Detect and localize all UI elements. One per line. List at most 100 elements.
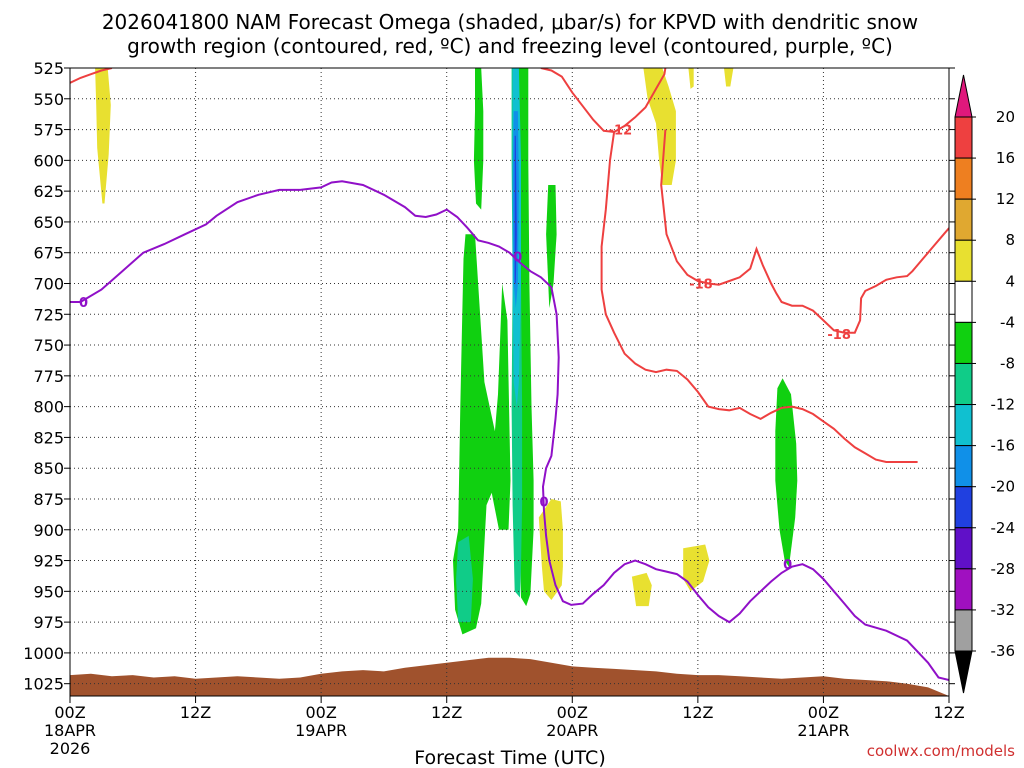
y-tick-label-825: 825: [33, 428, 64, 447]
colorbar-label-11: -28: [991, 560, 1016, 578]
terrain: [70, 657, 949, 696]
y-axis: 525 550 575 600 625 650 675 700 725 750 775 800 825 8…: [23, 59, 955, 694]
colorbar-label-0: 20: [996, 108, 1015, 126]
y-tick-label-700: 700: [33, 274, 64, 293]
x-tick-label-4: 00Z: [557, 703, 588, 722]
y-tick-label-925: 925: [33, 552, 64, 571]
credit-text: coolwx.com/models: [867, 742, 1015, 760]
colorbar-label-7: -12: [991, 396, 1016, 414]
freezing-level-label-0: 0: [79, 296, 88, 311]
freezing-level-line: [70, 180, 949, 681]
colorbar-bin-12: [954, 609, 973, 652]
colorbar-bin-9: [954, 486, 973, 529]
y-tick-label-675: 675: [33, 244, 64, 263]
y-tick-label-525: 525: [33, 59, 64, 78]
x-tick-date-6: 21APR: [797, 721, 849, 740]
colorbar-label-12: -32: [991, 601, 1016, 619]
colorbar: 20 16 12 8 4 -4 -8 -12 -16 -20 -24 -28 -32 -36: [954, 74, 1016, 694]
x-tick-label-3: 12Z: [431, 703, 462, 722]
x-tick-date-0: 18APR: [44, 721, 96, 740]
contour-lines: -12 -18 -18 0 0 0 0: [70, 68, 949, 681]
colorbar-bin-5: [954, 321, 973, 364]
freezing-level-inset-label: 0: [540, 496, 549, 511]
omega-patch-6: [683, 544, 710, 592]
y-tick-label-975: 975: [33, 613, 64, 632]
colorbar-bin-6: [954, 362, 973, 406]
colorbar-label-6: -8: [1000, 354, 1015, 372]
omega-patch-11: [775, 378, 798, 567]
colorbar-label-13: -36: [991, 642, 1016, 660]
y-tick-label-850: 850: [33, 459, 64, 478]
dgz-contour-label-1: -12: [609, 124, 633, 139]
colorbar-label-4: 4: [1005, 272, 1015, 290]
colorbar-bin-0: [954, 116, 973, 159]
colorbar-over-triangle: [954, 74, 973, 118]
y-tick-label-575: 575: [33, 121, 64, 140]
x-tick-label-2: 00Z: [305, 703, 336, 722]
y-tick-label-1025: 1025: [23, 675, 64, 694]
omega-patch-3: [724, 68, 734, 87]
colorbar-bin-3: [954, 239, 973, 282]
colorbar-under-triangle: [954, 650, 973, 694]
x-tick-label-7: 12Z: [933, 703, 964, 722]
omega-patch-7: [473, 68, 484, 210]
colorbar-bin-4: [954, 280, 973, 323]
x-tick-label-6: 00Z: [808, 703, 839, 722]
plot-area: -12 -18 -18 0 0 0 0: [70, 68, 949, 696]
x-tick-label-0: 00Z: [54, 703, 85, 722]
y-tick-label-800: 800: [33, 398, 64, 417]
y-tick-label-750: 750: [33, 336, 64, 355]
omega-patch-13: [456, 535, 473, 623]
omega-patch-10: [453, 234, 511, 635]
y-tick-label-1000: 1000: [23, 644, 64, 663]
dgz-contour-label-700: -18: [689, 277, 713, 292]
colorbar-bin-10: [954, 527, 973, 570]
plot-frame: [69, 67, 950, 697]
colorbar-bin-8: [954, 445, 973, 488]
colorbar-label-5: -4: [1000, 313, 1015, 331]
y-tick-label-600: 600: [33, 151, 64, 170]
chart-title: 2026041800 NAM Forecast Omega (shaded, μ…: [102, 10, 918, 58]
x-tick-date-4: 20APR: [546, 721, 598, 740]
dgz-contour-2: [600, 131, 918, 463]
chart-title-line1: 2026041800 NAM Forecast Omega (shaded, μ…: [102, 10, 918, 34]
dgz-contour-label-3: -18: [827, 328, 851, 343]
y-tick-label-725: 725: [33, 305, 64, 324]
freezing-level-label-1: 0: [513, 250, 522, 265]
x-tick-label-1: 12Z: [180, 703, 211, 722]
colorbar-label-3: 8: [1005, 231, 1015, 249]
colorbar-label-10: -24: [991, 519, 1016, 537]
colorbar-bin-7: [954, 404, 973, 447]
omega-patch-5: [631, 572, 652, 607]
chart-title-line2: growth region (contoured, red, ºC) and f…: [127, 34, 893, 58]
omega-patch-16: [514, 135, 517, 284]
x-tick-year-0: 2026: [50, 739, 91, 758]
colorbar-label-2: 12: [996, 190, 1015, 208]
x-tick-date-2: 19APR: [295, 721, 347, 740]
y-tick-label-900: 900: [33, 521, 64, 540]
grid: [70, 68, 949, 696]
omega-patch-0: [95, 68, 111, 204]
freezing-level-label-2: 0: [783, 558, 792, 573]
y-tick-label-625: 625: [33, 182, 64, 201]
y-tick-label-875: 875: [33, 490, 64, 509]
x-tick-label-5: 12Z: [682, 703, 713, 722]
y-tick-label-650: 650: [33, 213, 64, 232]
x-axis-label: Forecast Time (UTC): [414, 747, 605, 768]
dgz-contour-0: [70, 68, 113, 84]
dgz-contour-1: [540, 68, 667, 134]
plot-background: [70, 68, 949, 696]
colorbar-bin-11: [954, 568, 973, 611]
colorbar-label-9: -20: [991, 478, 1016, 496]
omega-shading: [95, 68, 798, 635]
omega-patch-9: [546, 185, 557, 309]
colorbar-label-1: 16: [996, 149, 1015, 167]
colorbar-bin-2: [954, 198, 973, 241]
y-tick-label-775: 775: [33, 367, 64, 386]
terrain-fill: [70, 657, 949, 696]
y-tick-label-550: 550: [33, 90, 64, 109]
colorbar-bin-1: [954, 157, 973, 200]
dgz-contour-3: [660, 129, 949, 334]
